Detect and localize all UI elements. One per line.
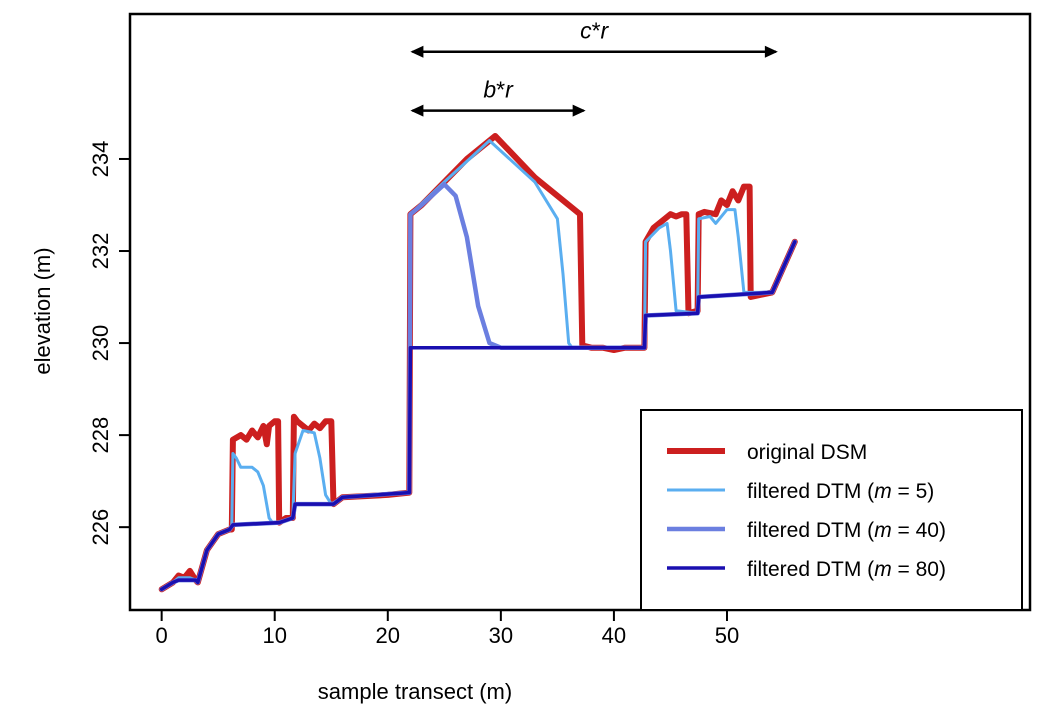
arrowhead-left-icon — [410, 45, 424, 58]
legend-text: = 40) — [892, 519, 946, 542]
x-tick-label: 10 — [262, 623, 286, 648]
legend-entry-3: filtered DTM (m = 80) — [747, 558, 946, 581]
y-axis: 226 228 230 232 234 — [88, 141, 130, 546]
y-tick-label: 234 — [88, 141, 113, 178]
legend-var: m — [874, 519, 892, 542]
series-line-3 — [159, 240, 797, 592]
x-axis: 0 10 20 30 40 50 — [156, 610, 739, 648]
legend-text: filtered DTM ( — [747, 558, 874, 581]
annotation-label-part: r — [601, 18, 610, 44]
legend-entry-0: original DSM — [747, 441, 867, 464]
legend-text: filtered DTM ( — [747, 480, 874, 503]
arrowhead-left-icon — [410, 104, 424, 117]
x-tick-label: 20 — [376, 623, 400, 648]
y-tick-label: 228 — [88, 417, 113, 454]
legend-text: filtered DTM ( — [747, 519, 874, 542]
legend-text: = 80) — [892, 558, 946, 581]
annotation-label-part: r — [505, 77, 514, 103]
legend-box — [640, 409, 1023, 611]
legend-text: = 5) — [892, 480, 935, 503]
annotations: c*rb*r — [410, 18, 778, 117]
x-tick-label: 50 — [715, 623, 739, 648]
legend-entry-1: filtered DTM (m = 5) — [747, 480, 934, 503]
x-tick-label: 0 — [156, 623, 168, 648]
x-tick-label: 30 — [489, 623, 513, 648]
y-axis-label: elevation (m) — [30, 247, 55, 374]
arrowhead-right-icon — [572, 104, 586, 117]
series-layer — [158, 133, 798, 593]
annotation-label-part: b — [483, 77, 496, 103]
annotation-label-part: * — [592, 18, 601, 44]
legend-entry-2: filtered DTM (m = 40) — [747, 519, 946, 542]
y-tick-label: 226 — [88, 509, 113, 546]
x-tick-label: 40 — [602, 623, 626, 648]
legend-text: original DSM — [747, 441, 867, 464]
annotation-label-part: * — [496, 77, 505, 103]
legend-var: m — [874, 480, 892, 503]
annotation-label-part: c — [580, 18, 592, 44]
annotation-label: b*r — [483, 77, 514, 103]
y-tick-label: 230 — [88, 325, 113, 362]
x-axis-label: sample transect (m) — [318, 679, 512, 704]
plot-frame — [128, 12, 1032, 612]
arrowhead-right-icon — [764, 45, 778, 58]
legend-var: m — [874, 558, 892, 581]
annotation-label: c*r — [580, 18, 609, 44]
y-tick-label: 232 — [88, 233, 113, 270]
